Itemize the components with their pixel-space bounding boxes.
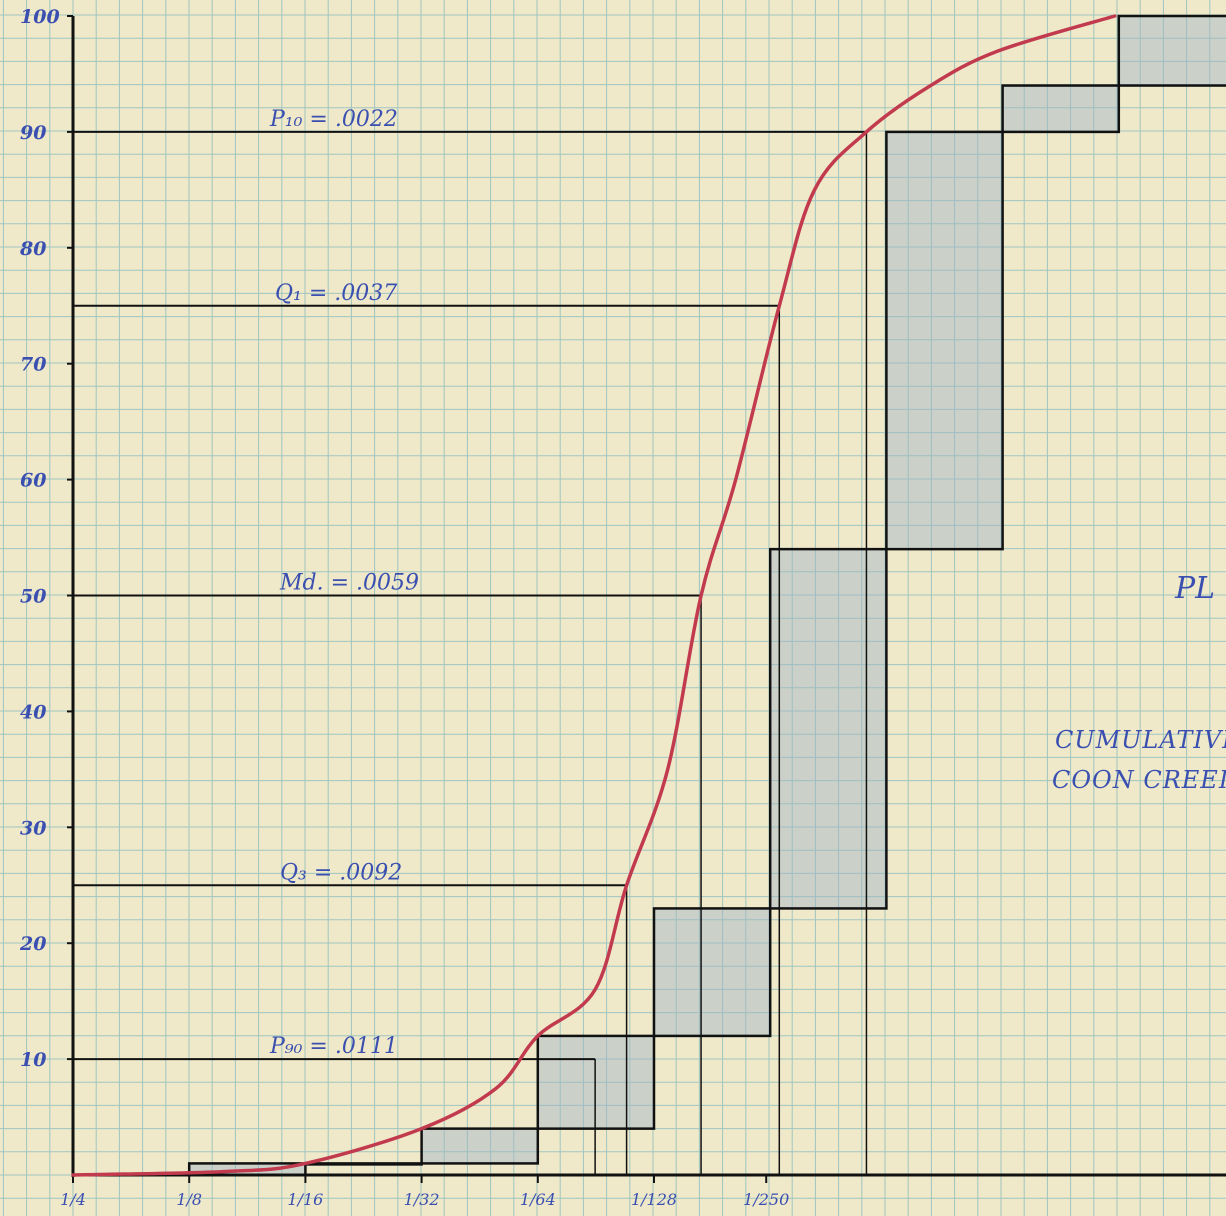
percentile-label: Q₃ = .0092 (280, 860, 402, 885)
plate-label: PL (1174, 571, 1215, 606)
y-tick-label: 10 (20, 1049, 46, 1071)
histogram-step-box (885, 130, 1004, 551)
cumulative-curve (71, 14, 1117, 1177)
histogram-step-box (420, 1127, 540, 1165)
histogram-step-box (768, 547, 888, 910)
x-tick-label: 1/250 (743, 1190, 789, 1209)
histogram-steps (187, 14, 1226, 1177)
percentile-label: Q₁ = .0037 (275, 281, 397, 306)
histogram-bar (1118, 16, 1226, 86)
x-tick-label: 1/4 (60, 1190, 86, 1209)
histogram-bar (537, 1035, 654, 1129)
histogram-step-box (1001, 84, 1121, 134)
y-tick-label: 60 (20, 470, 46, 492)
curve-layer (71, 14, 1117, 1177)
y-tick-label: 80 (19, 238, 46, 260)
histogram-bar (654, 908, 771, 1036)
y-tick-label: 100 (20, 6, 60, 28)
x-tick-label: 1/128 (631, 1190, 677, 1209)
y-tick-label: 90 (20, 122, 46, 144)
histogram-step-box (536, 1034, 656, 1130)
y-tick-label: 50 (20, 586, 46, 608)
histogram-step-box (652, 907, 772, 1038)
axes (67, 15, 1226, 1183)
y-tick-label: 70 (20, 354, 46, 376)
histogram-bar (886, 131, 1003, 550)
histogram-bar (1002, 85, 1119, 132)
histogram-bar (770, 549, 887, 909)
histogram-step-box (304, 1162, 423, 1166)
histogram-step-box (1117, 14, 1226, 87)
y-tick-label: 40 (20, 701, 46, 723)
side-title-line-2: COON CREEI (1052, 766, 1226, 794)
x-tick-label: 1/16 (287, 1190, 323, 1209)
percentile-label: Md. = .0059 (279, 571, 419, 596)
y-tick-label: 30 (20, 817, 46, 839)
labels: P₁₀ = .0022 Q₁ = .0037 Md. = .0059 Q₃ = .00… (19, 6, 789, 1209)
histogram-bar (421, 1128, 538, 1164)
annotation-lines (73, 130, 868, 1175)
x-tick-label: 1/32 (404, 1190, 440, 1209)
percentile-label: P₁₀ = .0022 (269, 107, 398, 132)
side-title-line-1: CUMULATIVE (1055, 726, 1226, 754)
y-tick-label: 20 (19, 933, 46, 955)
percentile-label: P₉₀ = .0111 (269, 1034, 398, 1059)
x-tick-label: 1/8 (176, 1190, 202, 1209)
x-tick-label: 1/64 (520, 1190, 556, 1209)
